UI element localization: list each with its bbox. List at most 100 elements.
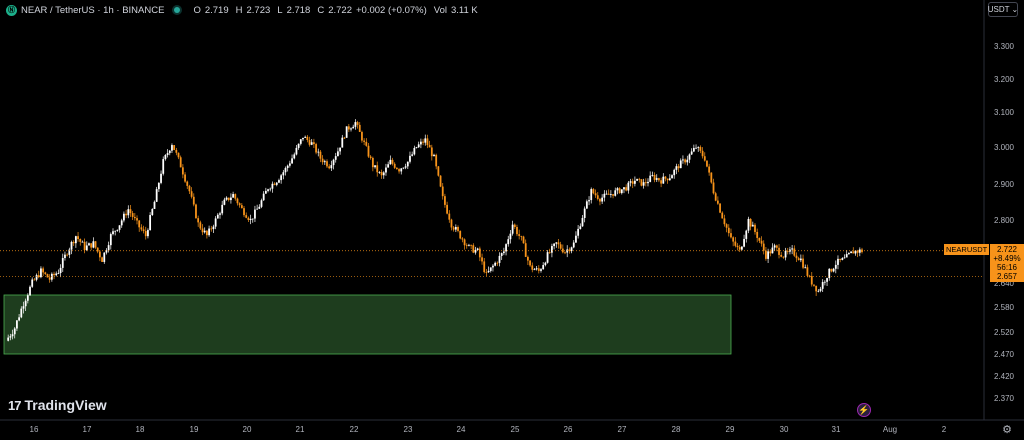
- candle-body: [714, 193, 717, 201]
- candles-layer: [7, 119, 863, 342]
- candle-body: [321, 158, 324, 163]
- candle-body: [330, 165, 333, 169]
- candle-body: [716, 200, 719, 204]
- candle-body: [769, 251, 772, 254]
- candle-body: [371, 157, 374, 168]
- near-coin-icon: Ⓝ: [6, 4, 17, 16]
- candle-body: [784, 251, 787, 258]
- candle-body: [376, 165, 379, 173]
- candle-body: [531, 265, 534, 270]
- candle-body: [548, 252, 551, 253]
- candle-body: [419, 141, 422, 145]
- candle-body: [157, 182, 160, 190]
- candle-body: [738, 247, 741, 250]
- candle-body: [53, 273, 55, 276]
- price-tick-label: 2.580: [994, 303, 1015, 312]
- candle-body: [834, 264, 837, 269]
- candle-body: [690, 151, 693, 155]
- candle-body: [280, 175, 283, 181]
- change-value: +0.002 (+0.07%): [356, 4, 427, 16]
- candle-body: [90, 243, 93, 248]
- time-tick-label: Aug: [883, 425, 897, 434]
- price-tick-label: 3.100: [994, 108, 1015, 117]
- candle-body: [31, 279, 34, 287]
- price-tick-label: 2.900: [994, 180, 1015, 189]
- candle-body: [751, 224, 754, 227]
- candle-body: [221, 204, 224, 214]
- candle-body: [347, 126, 350, 130]
- candle-body: [424, 138, 427, 143]
- candle-body: [77, 236, 79, 240]
- time-tick-label: 20: [243, 425, 252, 434]
- candle-body: [470, 244, 473, 246]
- candle-body: [618, 188, 621, 194]
- candle-body: [120, 220, 123, 226]
- candle-body: [609, 194, 612, 195]
- symbol-title[interactable]: NEAR / TetherUS · 1h · BINANCE: [21, 4, 165, 16]
- candle-body: [603, 193, 606, 198]
- candle-body: [607, 193, 610, 195]
- candle-body: [813, 284, 815, 286]
- candle-body: [369, 156, 372, 158]
- candle-body: [136, 218, 138, 221]
- candle-body: [579, 226, 582, 229]
- candle-body: [33, 279, 36, 281]
- symbol-header[interactable]: Ⓝ NEAR / TetherUS · 1h · BINANCE O 2.719 …: [6, 3, 478, 17]
- candle-body: [457, 227, 459, 231]
- candle-body: [66, 254, 69, 256]
- candle-body: [417, 144, 420, 148]
- candle-body: [692, 147, 695, 152]
- candle-body: [293, 154, 296, 159]
- candle-body: [793, 248, 796, 256]
- price-tick-label: 2.370: [994, 394, 1015, 403]
- candle-body: [496, 262, 499, 264]
- candle-body: [398, 169, 400, 172]
- price-axis[interactable]: 3.300 3.200 3.100 3.000 2.900 2.800 2.640 2.580…: [994, 42, 1015, 403]
- candle-body: [852, 251, 855, 254]
- candle-body: [721, 212, 724, 219]
- candle-body: [749, 218, 752, 227]
- candle-body: [516, 227, 518, 235]
- currency-selector-button[interactable]: USDT ⌄: [988, 2, 1018, 17]
- candle-body: [799, 258, 802, 261]
- candle-body: [605, 193, 608, 195]
- candle-body: [823, 281, 826, 283]
- candle-body: [343, 137, 346, 139]
- candle-body: [524, 243, 527, 257]
- candle-body: [858, 249, 861, 253]
- lightning-alert-icon[interactable]: ⚡: [857, 403, 871, 417]
- candle-body: [797, 258, 800, 261]
- candle-body: [227, 197, 230, 201]
- candle-body: [240, 205, 243, 209]
- candle-body: [570, 247, 573, 252]
- candle-body: [520, 235, 523, 237]
- candle-body: [112, 231, 114, 235]
- candle-body: [140, 227, 143, 230]
- candle-body: [142, 229, 145, 232]
- close-key: C: [317, 4, 325, 16]
- candle-body: [537, 268, 540, 271]
- gear-icon[interactable]: ⚙: [1002, 424, 1012, 436]
- candle-body: [225, 197, 228, 200]
- candle-body: [413, 147, 416, 155]
- demand-zone[interactable]: [3, 294, 732, 355]
- symbol-price-label: NEARUSDT: [944, 244, 990, 255]
- candle-body: [526, 256, 529, 261]
- high-key: H: [235, 4, 243, 16]
- candle-body: [48, 277, 51, 280]
- time-axis[interactable]: 16 17 18 19 20 21 22 23 24 25 26 27 28 29 30 31 Aug 2: [30, 425, 947, 434]
- candle-body: [754, 224, 756, 232]
- candle-body: [273, 183, 276, 185]
- candle-body: [596, 195, 599, 199]
- candle-body: [446, 204, 449, 214]
- candle-body: [400, 168, 403, 172]
- candle-body: [507, 239, 510, 245]
- candle-body: [92, 241, 95, 248]
- candle-body: [118, 225, 121, 230]
- candle-body: [319, 151, 322, 159]
- candle-body: [37, 275, 40, 278]
- candle-body: [489, 267, 492, 271]
- candle-body: [633, 180, 636, 184]
- tradingview-logo[interactable]: 17 TradingView: [8, 397, 107, 413]
